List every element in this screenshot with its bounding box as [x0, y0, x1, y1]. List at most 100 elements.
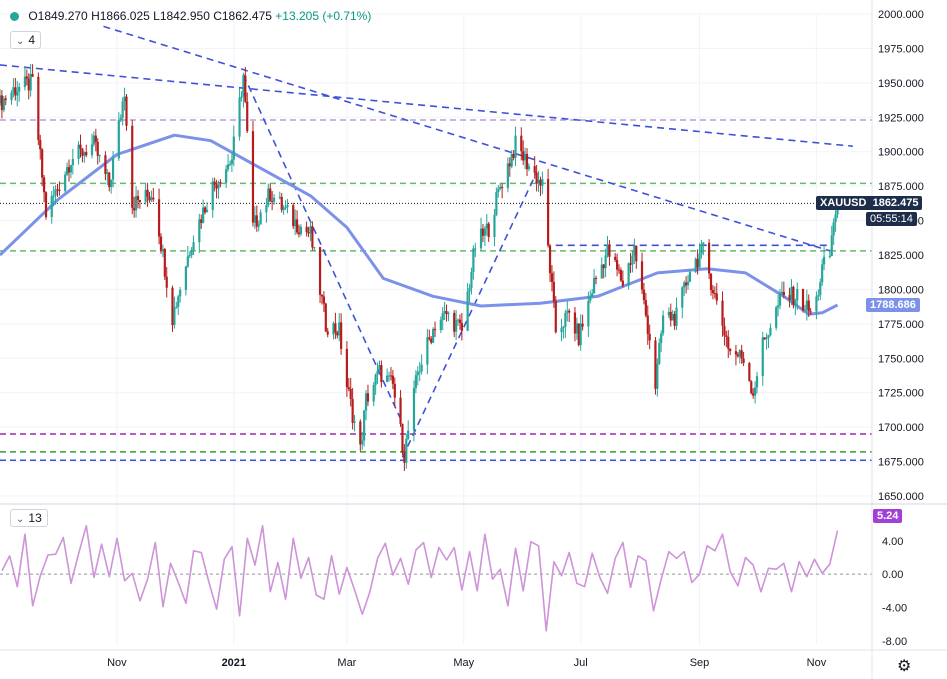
candle-body: [136, 196, 140, 201]
candle-body: [535, 172, 538, 184]
candle-body: [640, 261, 644, 290]
bar-countdown: 05:55:14: [866, 212, 917, 226]
candle-body: [138, 200, 142, 202]
candle-body: [0, 95, 4, 111]
candle-body: [386, 375, 389, 383]
candle-body: [192, 242, 195, 251]
candle-body: [604, 255, 607, 269]
candle-body: [69, 165, 73, 173]
candle-body: [259, 212, 262, 225]
osc-value-tag: 5.24: [873, 509, 903, 523]
candle-body: [700, 244, 703, 255]
candle-body: [527, 166, 531, 170]
candle-body: [794, 300, 797, 306]
candle-body: [694, 258, 697, 273]
ohlc-open: O1849.270: [28, 9, 88, 23]
candle-body: [77, 144, 80, 159]
candle-body: [110, 179, 113, 188]
candle-body: [52, 195, 55, 197]
candle-body: [29, 73, 32, 91]
osc-tick-label: 4.00: [882, 536, 903, 548]
main-pane-collapse-button[interactable]: ⌄ 4: [10, 31, 42, 49]
candle-body: [44, 192, 48, 218]
candle-body: [606, 244, 609, 256]
candle-body: [50, 195, 53, 218]
candle-body: [591, 293, 594, 297]
candle-body: [253, 215, 256, 223]
candle-body: [788, 295, 791, 300]
price-tick-label: 1925.000: [878, 112, 924, 124]
time-tick-label: May: [453, 657, 474, 669]
candle-body: [673, 314, 676, 326]
candle-body: [577, 323, 580, 346]
candle-body: [351, 399, 354, 423]
candle-body: [418, 371, 421, 373]
candle-body: [715, 293, 718, 301]
candle-body: [27, 78, 30, 91]
candle-body: [775, 307, 778, 328]
candle-body: [616, 259, 619, 270]
candle-body: [186, 256, 189, 267]
candle-body: [686, 281, 690, 286]
candle-body: [148, 196, 151, 201]
candles: [0, 64, 839, 472]
candle-body: [238, 97, 241, 137]
candle-body: [725, 335, 728, 337]
candle-body: [602, 264, 605, 269]
candle-body: [594, 277, 598, 279]
candle-body: [322, 296, 325, 304]
candle-body: [485, 223, 488, 229]
candle-body: [272, 197, 276, 202]
candle-body: [353, 421, 356, 423]
candle-body: [4, 98, 7, 101]
candle-body: [405, 438, 408, 463]
candle-body: [817, 295, 820, 297]
candle-body: [487, 223, 490, 238]
candle-body: [828, 256, 831, 258]
candle-body: [56, 189, 59, 191]
osc-pane-collapse-button[interactable]: ⌄ 13: [10, 509, 48, 527]
candle-body: [541, 179, 544, 186]
candle-body: [430, 338, 433, 343]
candle-body: [420, 364, 423, 372]
candle-body: [269, 188, 272, 202]
candle-body: [219, 182, 222, 184]
gear-icon[interactable]: ⚙: [897, 658, 912, 675]
candle-body: [822, 256, 826, 265]
price-tick-label: 1975.000: [878, 43, 924, 55]
candle-body: [58, 189, 61, 192]
candle-body: [393, 383, 396, 398]
osc-tick-label: 0.00: [882, 569, 903, 581]
time-tick-label: Nov: [107, 657, 127, 669]
candle-body: [37, 76, 40, 141]
candle-body: [834, 214, 837, 223]
candle-body: [752, 393, 755, 396]
osc-tick-label: -8.00: [882, 636, 907, 648]
candle-body: [412, 388, 416, 431]
candle-body: [251, 131, 255, 223]
candle-body: [361, 440, 364, 445]
candle-body: [79, 144, 82, 149]
candle-body: [205, 209, 209, 213]
candle-body: [94, 135, 97, 142]
candle-body: [14, 87, 17, 96]
candle-body: [240, 96, 243, 98]
candle-body: [347, 387, 350, 390]
candle-body: [807, 300, 810, 312]
candle-body: [403, 452, 406, 463]
candle-body: [707, 242, 711, 274]
candle-body: [71, 158, 74, 166]
candle-body: [539, 179, 542, 186]
candle-body: [232, 136, 235, 160]
price-tick-label: 1725.000: [878, 388, 924, 400]
candle-body: [548, 245, 552, 274]
candle-body: [675, 307, 678, 326]
candle-body: [338, 322, 341, 336]
candle-body: [42, 177, 46, 193]
candle-body: [790, 286, 793, 300]
candle-body: [119, 118, 122, 121]
candle-body: [698, 254, 701, 268]
symbol-status-icon: [10, 12, 19, 21]
candle-body: [662, 315, 665, 334]
